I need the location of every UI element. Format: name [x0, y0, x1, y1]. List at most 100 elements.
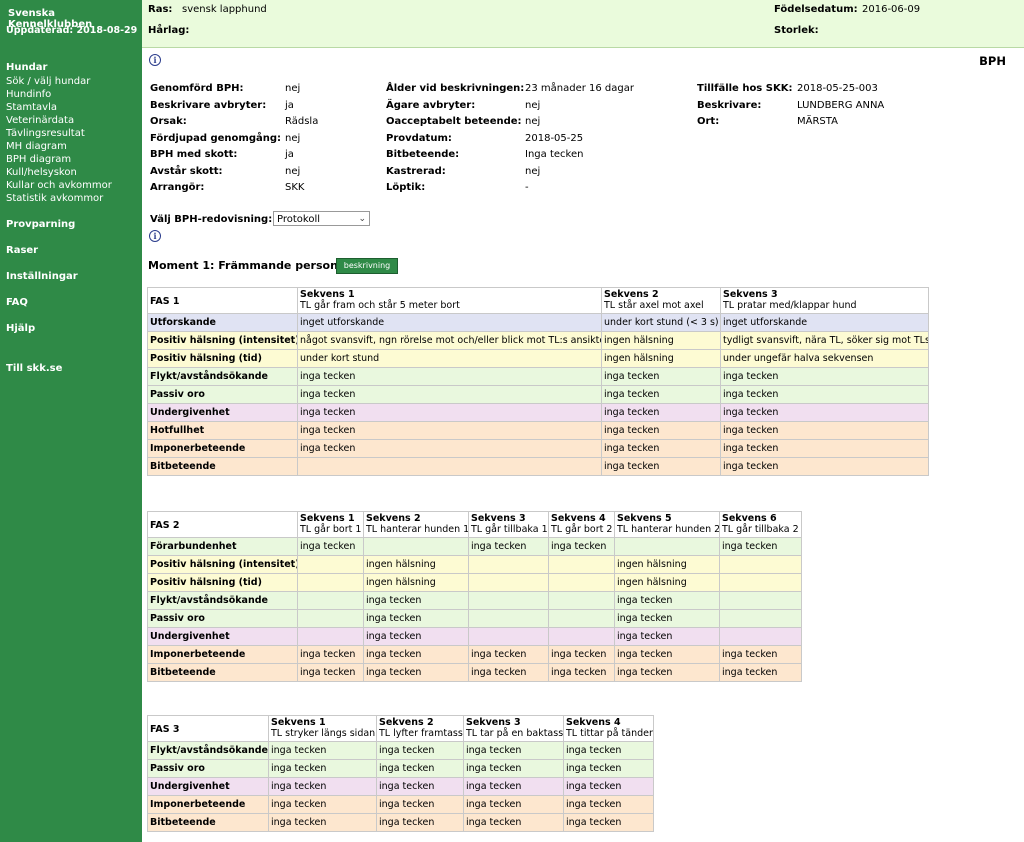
info-value: nej	[285, 132, 301, 144]
table-cell: inga tecken	[463, 759, 564, 778]
info-label: Bitbeteende:	[386, 149, 460, 160]
info-label: Genomförd BPH:	[150, 83, 244, 94]
table-cell: inga tecken	[297, 663, 364, 682]
table-cell: inga tecken	[463, 813, 564, 832]
ras-value: svensk lapphund	[182, 4, 267, 15]
sekvens-header: Sekvens 6 TL går tillbaka 2	[719, 511, 802, 538]
table-cell: inga tecken	[720, 457, 929, 476]
bph-select[interactable]: Protokoll ⌄	[273, 211, 370, 226]
table-row: Flykt/avståndsökande inga tecken inga teck…	[147, 367, 929, 386]
fas3-table: FAS 3 Sekvens 1 TL stryker längs sidan Sekv…	[147, 715, 654, 832]
table-cell	[297, 573, 364, 592]
table-cell	[468, 627, 549, 646]
table-cell: ingen hälsning	[363, 555, 469, 574]
nav-item-kull-helsyskon[interactable]: Kull/helsyskon	[6, 167, 77, 178]
description-button[interactable]: beskrivning	[336, 258, 398, 274]
sekvens-header: Sekvens 3 TL går tillbaka 1	[468, 511, 549, 538]
info-label: Orsak:	[150, 116, 187, 127]
table-cell: ingen hälsning	[363, 573, 469, 592]
table-cell: inga tecken	[463, 795, 564, 814]
nav-hundar[interactable]: Hundar	[6, 62, 48, 73]
nav-item-tavlingsresultat[interactable]: Tävlingsresultat	[6, 128, 85, 139]
info-icon[interactable]: i	[149, 230, 161, 242]
sekvens-header: Sekvens 2 TL lyfter framtass	[376, 715, 464, 742]
row-label: Positiv hälsning (tid)	[147, 349, 298, 368]
row-label: Positiv hälsning (intensitet)	[147, 555, 298, 574]
table-cell: inga tecken	[376, 777, 464, 796]
info-label: Tillfälle hos SKK:	[697, 83, 793, 94]
dog-header: Ras: svensk lapphund Hårlag: Födelsedatu…	[142, 0, 1024, 48]
table-row: Positiv hälsning (tid) under kort stund in…	[147, 349, 929, 368]
info-label: Fördjupad genomgång:	[150, 132, 282, 144]
nav-till-skk[interactable]: Till skk.se	[6, 363, 63, 374]
fas1-table: FAS 1 Sekvens 1 TL går fram och står 5 met…	[147, 287, 929, 476]
info-label: Kastrerad:	[386, 165, 446, 177]
table-cell: inga tecken	[563, 813, 654, 832]
bph-select-value: Protokoll	[277, 214, 321, 225]
table-cell: inga tecken	[363, 627, 469, 646]
nav-hjalp[interactable]: Hjälp	[6, 323, 36, 334]
row-label: Passiv oro	[147, 385, 298, 404]
table-cell	[548, 573, 615, 592]
table-cell: inga tecken	[720, 367, 929, 386]
sekvens-header: Sekvens 5 TL hanterar hunden 2	[614, 511, 720, 538]
table-row: Passiv oro inga tecken inga tecken	[147, 609, 802, 628]
table-cell	[297, 609, 364, 628]
sekvens-title: Sekvens 1	[300, 289, 355, 300]
info-value: MÄRSTA	[797, 116, 838, 127]
info-label: Beskrivare avbryter:	[150, 99, 267, 111]
nav-item-hundinfo[interactable]: Hundinfo	[6, 89, 52, 100]
info-value: 2018-05-25-003	[797, 83, 878, 94]
nav-item-bph-diagram[interactable]: BPH diagram	[6, 154, 72, 165]
sekvens-title: Sekvens 5	[617, 513, 672, 524]
row-label: Imponerbeteende	[147, 439, 298, 458]
info-icon[interactable]: i	[149, 54, 161, 66]
table-row: Bitbeteende inga tecken inga tecken	[147, 457, 929, 476]
table-cell: inga tecken	[463, 777, 564, 796]
nav-raser[interactable]: Raser	[6, 245, 39, 256]
nav-item-mh-diagram[interactable]: MH diagram	[6, 141, 67, 152]
table-row: Imponerbeteende inga tecken inga tecken ing…	[147, 439, 929, 458]
table-cell: inga tecken	[297, 385, 602, 404]
table-cell: inga tecken	[548, 537, 615, 556]
nav-item-veterinardata[interactable]: Veterinärdata	[6, 115, 75, 126]
nav-item-kullar-och-avkommor[interactable]: Kullar och avkommor	[6, 180, 112, 191]
table-cell	[719, 609, 802, 628]
table-cell: inga tecken	[548, 645, 615, 664]
table-cell: inga tecken	[297, 645, 364, 664]
nav-item-sok-valj-hundar[interactable]: Sök / välj hundar	[6, 76, 91, 87]
sekvens-desc: TL står axel mot axel	[604, 300, 704, 311]
table-cell	[719, 573, 802, 592]
info-label: Beskrivare:	[697, 99, 762, 111]
nav-faq[interactable]: FAQ	[6, 297, 28, 308]
table-cell	[548, 627, 615, 646]
info-value: 2018-05-25	[525, 132, 584, 144]
table-cell: under ungefär halva sekvensen	[720, 349, 929, 368]
table-header-row: FAS 3 Sekvens 1 TL stryker längs sidan Sekv…	[147, 715, 654, 742]
nav-item-statistik-avkommor[interactable]: Statistik avkommor	[6, 193, 104, 204]
table-cell: inga tecken	[614, 609, 720, 628]
sekvens-desc: TL lyfter framtass	[379, 728, 463, 739]
nav-provparning[interactable]: Provparning	[6, 219, 76, 230]
nav-installningar[interactable]: Inställningar	[6, 271, 78, 282]
table-cell: inga tecken	[601, 385, 721, 404]
harlag-label: Hårlag:	[148, 25, 190, 36]
table-row: Undergivenhet inga tecken inga tecken	[147, 627, 802, 646]
table-cell: inga tecken	[297, 403, 602, 422]
info-value: LUNDBERG ANNA	[797, 99, 885, 111]
sekvens-desc: TL går bort 2	[551, 524, 613, 535]
table-cell: inga tecken	[268, 777, 377, 796]
sekvens-title: Sekvens 4	[566, 717, 621, 728]
table-cell: inga tecken	[268, 795, 377, 814]
table-cell: inga tecken	[268, 741, 377, 760]
table-cell: inga tecken	[601, 421, 721, 440]
info-label: Arrangör:	[150, 182, 205, 193]
table-cell: inga tecken	[363, 663, 469, 682]
sekvens-header: Sekvens 1 TL går bort 1	[297, 511, 364, 538]
nav-item-stamtavla[interactable]: Stamtavla	[6, 102, 58, 113]
table-cell: inget utforskande	[720, 313, 929, 332]
table-row: Passiv oro inga tecken inga tecken inga tec…	[147, 385, 929, 404]
table-cell: ingen hälsning	[601, 349, 721, 368]
sekvens-desc: TL tar på en baktass	[466, 728, 564, 739]
sekvens-desc: TL pratar med/klappar hund	[723, 300, 857, 311]
